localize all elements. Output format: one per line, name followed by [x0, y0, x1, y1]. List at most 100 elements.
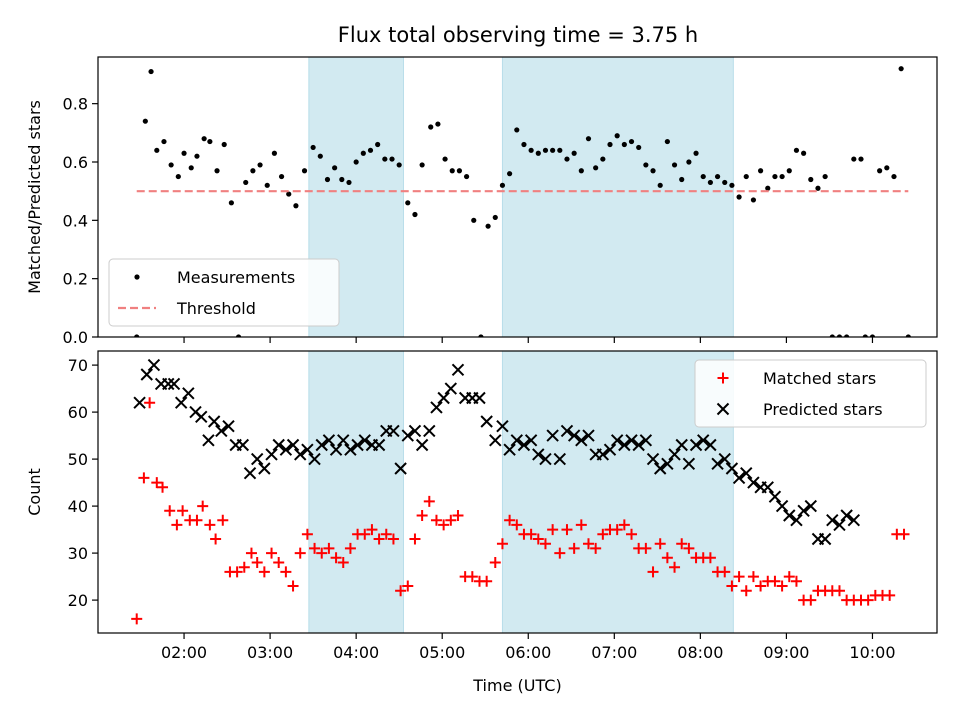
data-point [560, 424, 574, 438]
legend-box [108, 258, 340, 327]
data-point [217, 514, 229, 526]
data-point [250, 168, 256, 174]
data-point [238, 561, 250, 573]
data-point [294, 448, 307, 461]
data-point [693, 150, 699, 156]
data-point [235, 334, 242, 337]
data-point [539, 452, 552, 466]
data-point [750, 197, 757, 203]
data-point [177, 505, 189, 517]
data-point [877, 168, 883, 174]
data-point [437, 391, 450, 405]
data-point [719, 566, 731, 578]
data-point [409, 533, 421, 545]
data-point [251, 557, 263, 568]
data-point [743, 173, 749, 180]
data-point [726, 580, 738, 592]
data-point [679, 176, 685, 183]
data-point [503, 443, 516, 456]
data-point [836, 334, 843, 337]
data-point [138, 472, 150, 484]
data-point [862, 594, 874, 606]
data-point [675, 438, 688, 452]
x-axis-label: Time (UTC) [472, 676, 561, 695]
x-tick-label: 05:00 [419, 643, 465, 662]
data-point [201, 136, 207, 142]
data-point [344, 542, 356, 554]
data-point [704, 552, 716, 564]
data-point [332, 165, 338, 171]
data-point [142, 118, 148, 124]
data-point [419, 162, 425, 168]
data-point [643, 162, 649, 168]
data-point [405, 200, 411, 206]
data-point [315, 438, 328, 452]
data-point [346, 179, 352, 186]
data-point [204, 519, 216, 531]
data-point [668, 448, 681, 461]
x-tick-label: 04:00 [333, 643, 379, 662]
data-point [600, 156, 606, 162]
data-point [496, 538, 508, 550]
data-point [769, 575, 781, 587]
data-point [222, 419, 235, 433]
data-point [590, 542, 602, 554]
data-point [478, 334, 484, 337]
data-point [671, 162, 678, 168]
data-point [168, 162, 174, 168]
x-tick-label: 06:00 [505, 643, 551, 662]
data-point [416, 510, 428, 521]
data-point [783, 571, 795, 583]
data-point [366, 524, 378, 536]
data-point [884, 165, 890, 171]
legend-label: Measurements [177, 268, 295, 287]
data-point [804, 499, 817, 513]
data-point [265, 448, 278, 461]
data-point [757, 168, 764, 174]
data-point [697, 434, 710, 447]
data-point [309, 542, 321, 554]
data-point [337, 434, 350, 447]
data-point [492, 214, 498, 221]
data-point [236, 438, 250, 452]
data-point [202, 434, 215, 447]
data-point [324, 176, 331, 183]
data-point [167, 377, 181, 391]
data-point [408, 424, 422, 438]
bottom-axes: 20 30 40 50 60 70 02:00 03:00 04:00 05:00 06:00 07:… [25, 350, 938, 695]
data-point [884, 589, 896, 601]
data-point [858, 156, 864, 162]
data-point [214, 168, 220, 174]
data-point [396, 162, 402, 168]
y-tick-label: 70 [68, 356, 88, 375]
observing-window-1 [308, 351, 404, 633]
data-point [528, 147, 534, 153]
data-point [188, 165, 194, 171]
data-point [286, 438, 300, 452]
data-point [683, 542, 695, 554]
data-point [308, 452, 321, 466]
data-point [471, 217, 477, 223]
data-point [134, 334, 140, 337]
data-point [389, 156, 395, 162]
data-point [301, 528, 313, 540]
y-tick-label: 50 [68, 450, 88, 469]
data-point [815, 185, 821, 191]
data-point [661, 552, 673, 564]
data-point [423, 424, 436, 438]
data-point [582, 429, 595, 442]
data-point [700, 173, 706, 180]
data-point [375, 141, 381, 148]
data-point [430, 514, 442, 526]
data-point [614, 133, 620, 139]
y-tick-label: 0.2 [63, 270, 88, 289]
axes-frame [97, 56, 938, 338]
data-point [301, 168, 308, 174]
data-point [736, 194, 742, 200]
data-point [553, 452, 567, 466]
data-point [585, 136, 592, 142]
data-point [554, 547, 566, 559]
legend: Matched stars Predicted stars [694, 359, 927, 428]
data-point [718, 452, 731, 466]
chart-title: Flux total observing time = 3.75 h [338, 23, 698, 47]
